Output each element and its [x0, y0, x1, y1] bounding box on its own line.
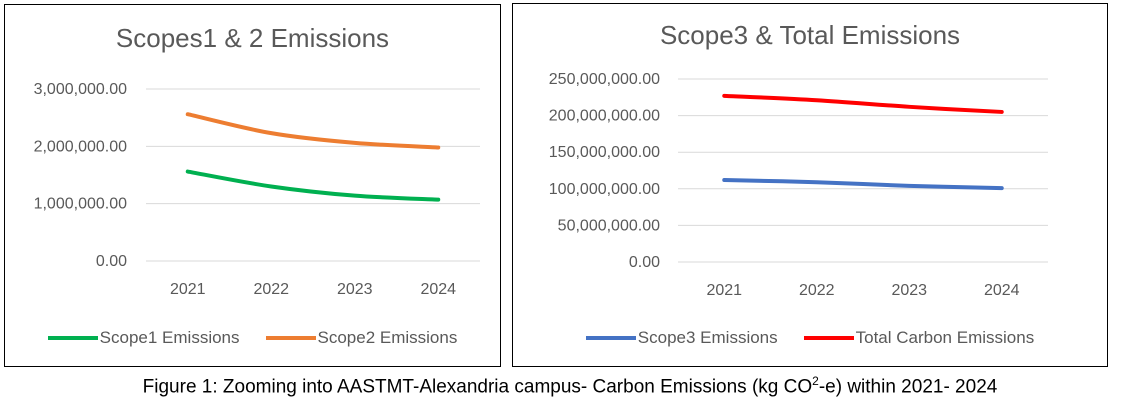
caption-prefix: Figure 1: Zooming into AASTMT-Alexandria…: [142, 376, 813, 398]
chart-legend: Scope1 Emissions Scope2 Emissions: [5, 328, 500, 348]
legend-item: Scope3 Emissions: [585, 328, 778, 348]
x-tick-label: 2022: [799, 282, 835, 299]
series-line: [185, 112, 441, 150]
x-tick-label: 2022: [253, 281, 289, 298]
series-line: [722, 178, 1004, 191]
y-tick-label: 3,000,000.00: [34, 81, 128, 98]
y-tick-label: 50,000,000.00: [558, 217, 660, 234]
legend-label: Scope1 Emissions: [99, 328, 240, 347]
legend-item: Scope1 Emissions: [47, 328, 240, 348]
series-line: [185, 169, 441, 202]
legend-swatch: [585, 336, 636, 340]
legend-swatch: [265, 336, 316, 340]
legend-item: Total Carbon Emissions: [803, 328, 1035, 348]
x-tick-label: 2023: [337, 281, 373, 298]
y-tick-label: 2,000,000.00: [34, 138, 128, 155]
y-tick-label: 0.00: [629, 254, 660, 271]
chart-legend: Scope3 Emissions Total Carbon Emissions: [513, 328, 1107, 348]
caption-suffix: -e) within 2021- 2024: [818, 376, 998, 398]
chart-panel-scopes-1-2: Scopes1 & 2 Emissions 0.00 1,000,000.00 2,…: [4, 4, 501, 367]
series-line: [722, 93, 1004, 114]
x-tick-label: 2021: [706, 282, 742, 299]
figure-caption: Figure 1: Zooming into AASTMT-Alexandria…: [0, 374, 1140, 398]
y-tick-label: 200,000,000.00: [549, 108, 660, 125]
chart-panel-scope-3-total: Scope3 & Total Emissions 0.00 50,000,000.…: [512, 3, 1108, 367]
chart-title: Scope3 & Total Emissions: [659, 20, 961, 50]
legend-label: Total Carbon Emissions: [855, 328, 1035, 347]
y-tick-label: 250,000,000.00: [549, 71, 660, 88]
legend-item: Scope2 Emissions: [265, 328, 458, 348]
chart-plot-area: 0.00 50,000,000.00 100,000,000.00 150,000,0…: [549, 71, 1048, 299]
x-tick-label: 2024: [984, 282, 1020, 299]
legend-swatch: [47, 336, 98, 340]
legend-swatch: [803, 336, 854, 340]
legend-label: Scope3 Emissions: [637, 328, 778, 347]
legend-label: Scope2 Emissions: [317, 328, 458, 347]
x-tick-label: 2021: [170, 281, 206, 298]
y-tick-label: 100,000,000.00: [549, 181, 660, 198]
y-tick-label: 0.00: [96, 253, 127, 270]
caption-superscript: 2: [812, 374, 819, 388]
chart-title: Scopes1 & 2 Emissions: [115, 23, 390, 53]
x-tick-label: 2024: [420, 281, 456, 298]
y-tick-label: 150,000,000.00: [549, 144, 660, 161]
chart-plot-area: 0.00 1,000,000.00 2,000,000.00 3,000,000.00…: [34, 81, 480, 298]
y-tick-label: 1,000,000.00: [34, 196, 128, 213]
x-tick-label: 2023: [891, 282, 927, 299]
